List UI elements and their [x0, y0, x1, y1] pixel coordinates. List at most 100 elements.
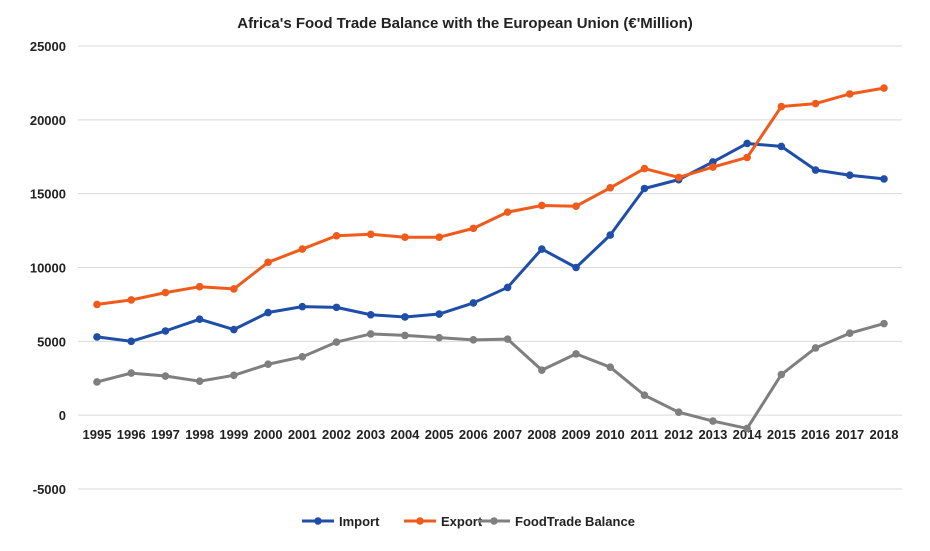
- data-point: [401, 313, 409, 321]
- y-tick-label: 20000: [30, 113, 66, 128]
- data-point: [777, 102, 786, 111]
- data-point: [401, 331, 409, 340]
- data-point: [127, 337, 136, 346]
- data-point: [538, 366, 546, 374]
- data-point: [366, 230, 375, 239]
- legend-item-import: Import: [302, 514, 380, 529]
- data-point: [401, 233, 409, 242]
- data-point: [435, 233, 443, 242]
- data-point: [674, 408, 683, 417]
- data-point: [366, 310, 375, 319]
- x-tick-label: 2005: [425, 427, 454, 442]
- data-point: [366, 330, 375, 338]
- data-point: [880, 175, 888, 183]
- legend: Import Export FoodTrade Balance: [302, 514, 635, 529]
- x-tick-label: 2016: [801, 427, 830, 442]
- data-point: [606, 183, 615, 192]
- x-tick-label: 2015: [767, 427, 796, 442]
- data-point: [332, 303, 341, 312]
- data-point: [161, 288, 170, 297]
- y-tick-label: 15000: [30, 187, 66, 202]
- data-point: [880, 319, 888, 328]
- data-point: [127, 369, 136, 377]
- x-tick-label: 2008: [527, 427, 556, 442]
- data-point: [572, 350, 580, 358]
- x-tick-label: 2000: [254, 427, 283, 442]
- x-tick-label: 2004: [390, 427, 420, 442]
- data-point: [709, 417, 717, 425]
- data-point: [845, 171, 854, 180]
- y-tick-label: 5000: [37, 334, 66, 349]
- x-tick-label: 2010: [596, 427, 625, 442]
- data-point: [606, 231, 615, 239]
- data-point: [435, 310, 443, 318]
- x-tick-label: 2007: [493, 427, 522, 442]
- legend-label: Export: [441, 514, 483, 529]
- data-point: [298, 302, 307, 311]
- data-point: [777, 370, 786, 379]
- data-point: [503, 335, 512, 343]
- data-point: [435, 333, 443, 342]
- x-tick-label: 2018: [870, 427, 899, 442]
- data-point: [332, 231, 341, 240]
- data-point: [503, 208, 512, 216]
- x-tick-label: 2006: [459, 427, 488, 442]
- series-export: [93, 84, 888, 309]
- x-tick-label: 2003: [356, 427, 385, 442]
- data-point: [743, 153, 751, 162]
- data-point: [572, 202, 580, 211]
- x-tick-label: 2014: [733, 427, 763, 442]
- legend-marker: [416, 517, 424, 525]
- data-point: [743, 424, 751, 433]
- data-point: [640, 391, 649, 400]
- series-line-foodtrade-balance: [96, 322, 885, 430]
- data-point: [640, 184, 649, 193]
- data-point: [195, 377, 204, 386]
- data-point: [264, 308, 272, 317]
- y-tick-label: 10000: [30, 261, 66, 276]
- data-point: [811, 99, 820, 108]
- legend-marker: [314, 517, 322, 525]
- data-point: [811, 166, 820, 174]
- data-point: [880, 84, 888, 92]
- chart-title: Africa's Food Trade Balance with the Eur…: [237, 15, 693, 32]
- data-point: [503, 283, 512, 292]
- data-point: [298, 245, 307, 253]
- series-import: [93, 139, 888, 346]
- y-tick-label: -5000: [33, 482, 66, 497]
- data-point: [161, 372, 170, 380]
- x-tick-label: 1999: [219, 427, 248, 442]
- data-point: [469, 299, 478, 307]
- data-point: [93, 378, 101, 386]
- data-point: [606, 363, 615, 371]
- data-point: [298, 353, 307, 361]
- data-point: [230, 285, 238, 293]
- data-point: [538, 245, 546, 253]
- series-foodtrade-balance: [93, 319, 888, 433]
- data-point: [230, 325, 238, 334]
- plot-area: [93, 84, 888, 433]
- data-point: [93, 333, 101, 341]
- x-tick-label: 2012: [664, 427, 693, 442]
- data-point: [674, 173, 683, 182]
- legend-item-export: Export: [404, 514, 483, 529]
- data-point: [161, 327, 170, 335]
- x-tick-label: 1995: [83, 427, 112, 442]
- legend-marker: [490, 517, 498, 525]
- x-tick-label: 2001: [288, 427, 317, 442]
- data-point: [538, 201, 546, 210]
- data-point: [640, 164, 649, 173]
- legend-item-foodtrade-balance: FoodTrade Balance: [478, 514, 635, 529]
- data-point: [709, 163, 717, 171]
- x-tick-label: 2009: [562, 427, 591, 442]
- data-point: [230, 371, 238, 380]
- data-point: [845, 90, 854, 98]
- series-line-export: [96, 86, 885, 306]
- data-point: [264, 360, 272, 369]
- data-point: [743, 139, 751, 148]
- y-axis: 25000 20000 15000 10000 5000 0 -5000: [30, 39, 66, 497]
- data-point: [195, 315, 204, 323]
- data-point: [572, 263, 580, 272]
- legend-label: Import: [339, 514, 380, 529]
